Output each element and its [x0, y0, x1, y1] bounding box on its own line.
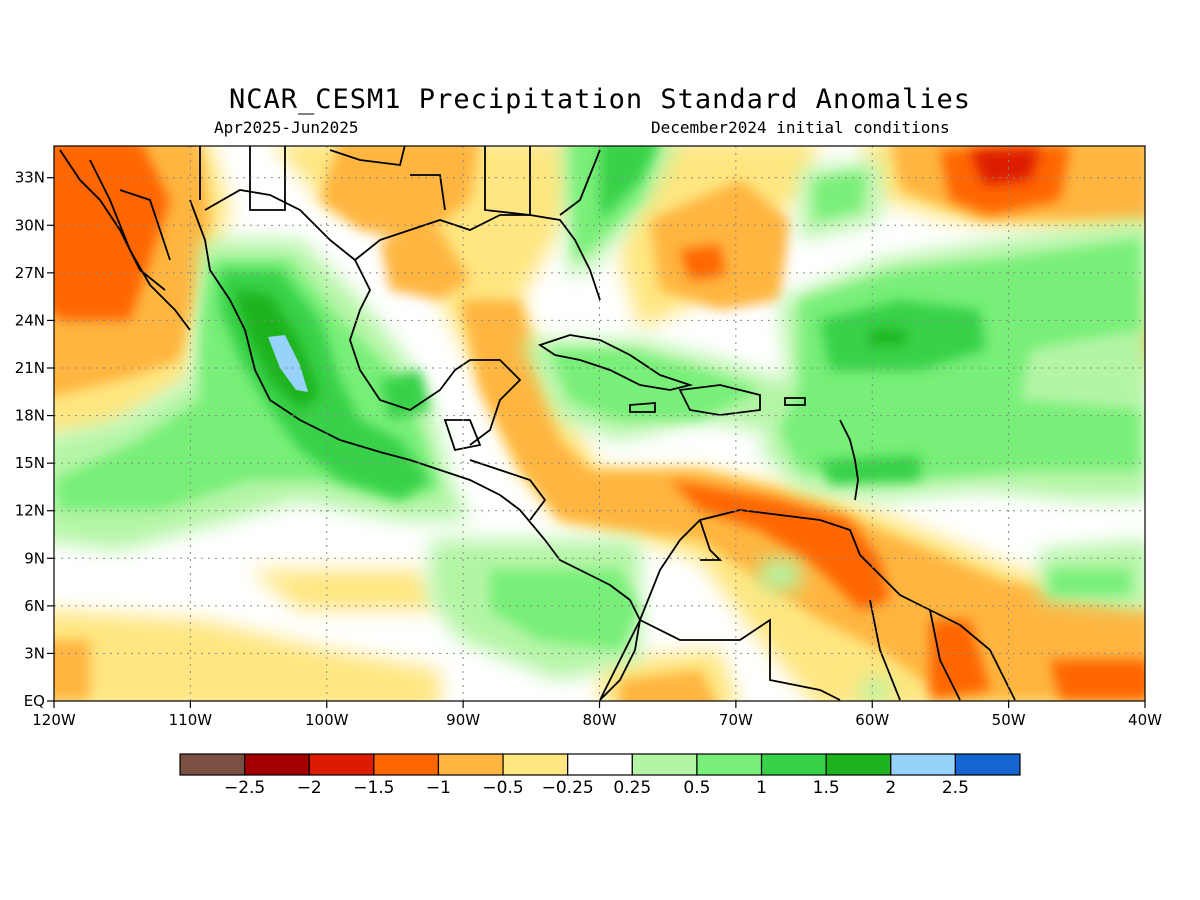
colorbar-label: 1: [756, 778, 767, 798]
colorbar-label: −0.25: [542, 778, 594, 798]
colorbar-swatch: [244, 753, 310, 776]
colorbar-swatch: [567, 753, 633, 776]
lon-tick-label: 90W: [446, 711, 480, 729]
axis-ticks: 120W 110W 100W 90W 80W 70W 60W 50W 40W EQ 3N 6N 9N 12…: [15, 169, 1162, 729]
lat-tick-label: 33N: [15, 169, 45, 187]
colorbar-label: 2: [885, 778, 896, 798]
lat-tick-label: 6N: [24, 597, 45, 615]
lon-tick-label: 70W: [719, 711, 753, 729]
colorbar-swatch: [437, 753, 504, 776]
lat-tick-label: 30N: [15, 216, 45, 234]
lon-tick-label: 50W: [992, 711, 1026, 729]
lon-tick-label: 60W: [855, 711, 889, 729]
colorbar-swatch: [825, 753, 892, 776]
colorbar-swatch: [631, 753, 698, 776]
lon-tick-label: 80W: [583, 711, 617, 729]
lon-tick-label: 100W: [305, 711, 349, 729]
colorbar-swatch: [696, 753, 763, 776]
colorbar-swatch: [373, 753, 440, 776]
colorbar-swatch: [890, 753, 956, 776]
lon-tick-label: 120W: [32, 711, 76, 729]
colorbar-label: 0.25: [613, 778, 651, 798]
lat-tick-label: 21N: [15, 359, 45, 377]
lon-tick-label: 40W: [1128, 711, 1162, 729]
colorbar: −2.5 −2 −1.5 −1 −0.5 −0.25 0.25 0.5 1 1.5 2 2.5: [179, 753, 1021, 798]
map-title: NCAR_CESM1 Precipitation Standard Anomal…: [229, 84, 971, 115]
colorbar-swatch: [179, 753, 246, 776]
colorbar-label: 2.5: [942, 778, 969, 798]
coastlines: [59, 146, 1016, 701]
colorbar-label: −1.5: [353, 778, 394, 798]
colorbar-swatch: [502, 753, 569, 776]
colorbar-swatch: [760, 753, 827, 776]
lat-tick-label: 9N: [24, 549, 45, 567]
lon-tick-label: 110W: [169, 711, 213, 729]
forecast-period: Apr2025-Jun2025: [214, 118, 359, 137]
colorbar-label: −2: [297, 778, 322, 798]
lat-tick-label: 12N: [15, 502, 45, 520]
colorbar-swatch: [954, 753, 1021, 776]
anomaly-field: [54, 146, 1145, 701]
lat-tick-label: 15N: [15, 454, 45, 472]
colorbar-label: −1: [426, 778, 451, 798]
lat-tick-label: EQ: [24, 692, 45, 710]
initial-conditions: December2024 initial conditions: [651, 118, 950, 137]
colorbar-label: 0.5: [683, 778, 710, 798]
colorbar-label: −0.5: [482, 778, 523, 798]
colorbar-label: −2.5: [224, 778, 265, 798]
lat-tick-label: 24N: [15, 311, 45, 329]
colorbar-label: 1.5: [813, 778, 840, 798]
wet-anomaly-patch: [268, 335, 308, 392]
colorbar-swatch: [308, 753, 375, 776]
lat-tick-label: 27N: [15, 264, 45, 282]
graticule: [54, 146, 1145, 701]
lat-tick-label: 18N: [15, 407, 45, 425]
lat-tick-label: 3N: [24, 644, 45, 662]
